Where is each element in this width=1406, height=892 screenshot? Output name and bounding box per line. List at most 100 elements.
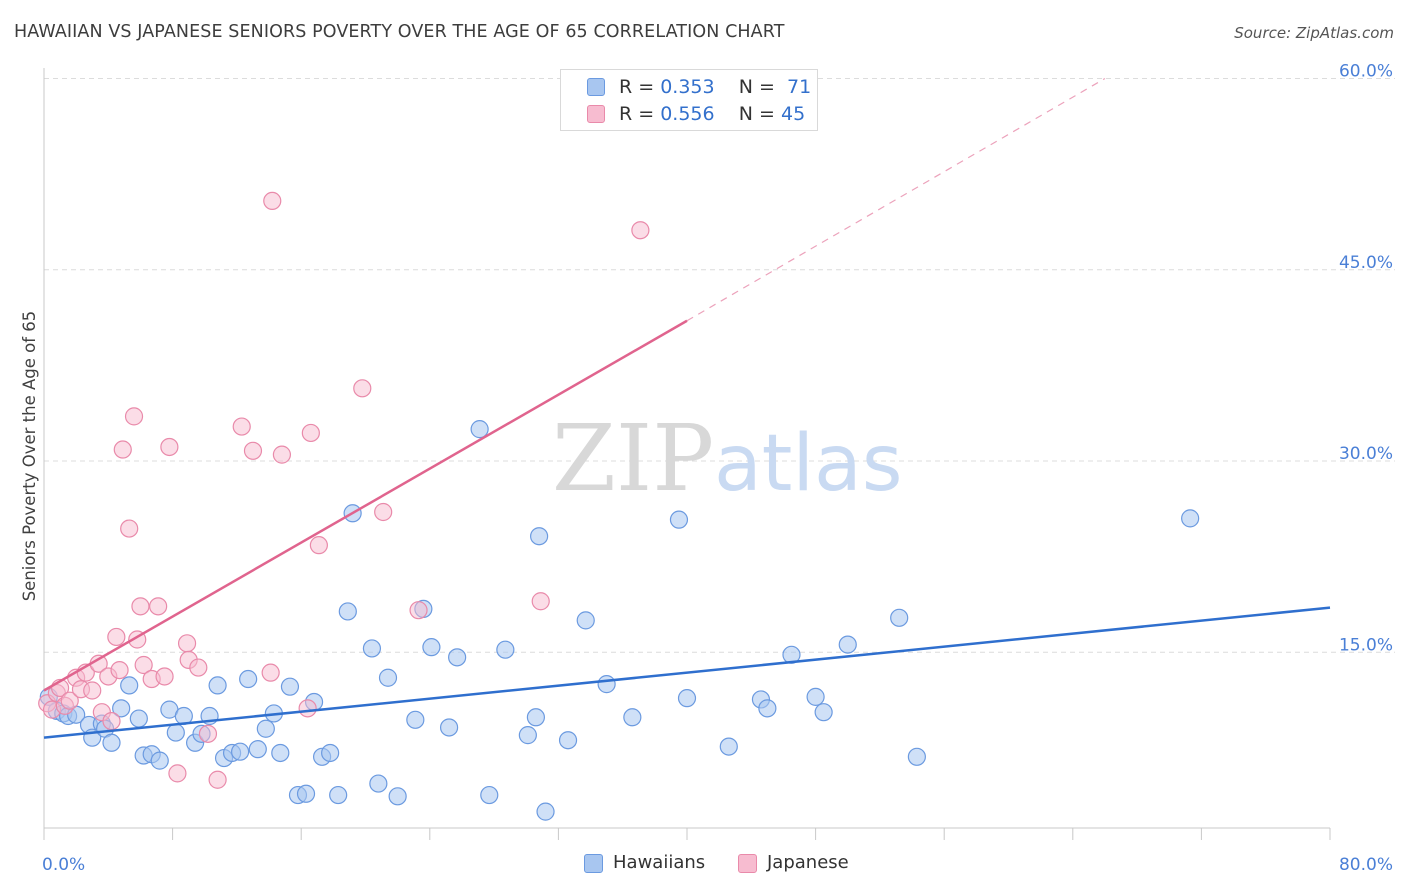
- japanese-point: [232, 417, 251, 436]
- hawaiians-point: [518, 726, 537, 745]
- hawaiians-point: [669, 510, 689, 529]
- hawaiians-n-value: 71: [787, 76, 812, 98]
- japanese-r-label: R =: [619, 103, 661, 125]
- hawaiians-swatch: [587, 78, 605, 96]
- hawaiians-point: [526, 708, 545, 727]
- hawaiians-point: [406, 710, 425, 729]
- watermark-atlas: atlas: [714, 419, 903, 509]
- hawaiians-point: [814, 703, 833, 722]
- hawaiians-point: [231, 742, 250, 761]
- hawaiians-r-value: 0.353: [660, 76, 715, 98]
- chart-title: HAWAIIAN VS JAPANESE SENIORS POVERTY OVE…: [14, 22, 785, 42]
- japanese-point: [198, 724, 218, 743]
- hawaiians-point: [530, 527, 549, 546]
- hawaiians-point: [369, 774, 388, 793]
- japanese-point: [263, 191, 282, 210]
- japanese-point: [107, 627, 126, 647]
- x-tick-label: 80.0%: [1339, 855, 1393, 875]
- japanese-legend-label: Japanese: [767, 852, 849, 873]
- japanese-trend-line: [43, 319, 688, 692]
- y-axis-label: Seniors Poverty Over the Age of 65: [20, 311, 39, 602]
- hawaiians-point: [890, 608, 909, 627]
- y-tick-label: 60.0%: [1339, 62, 1393, 82]
- grid-lines: [44, 78, 1395, 653]
- hawaiians-point: [208, 676, 227, 695]
- japanese-legend-swatch: [738, 854, 757, 873]
- source-label: Source: ZipAtlas.com: [1234, 24, 1394, 42]
- hawaiians-point: [1181, 509, 1200, 528]
- hawaiians-point: [362, 639, 382, 658]
- japanese-point: [102, 711, 121, 731]
- hawaiians-legend-swatch: [584, 854, 603, 873]
- hawaiians-point: [129, 709, 148, 728]
- hawaiians-point: [496, 640, 515, 659]
- japanese-n-value: 45: [781, 103, 806, 125]
- japanese-point: [177, 634, 197, 653]
- hawaiians-points: [39, 420, 1200, 821]
- japanese-point: [83, 681, 102, 700]
- hawaiians-point: [576, 611, 595, 630]
- hawaiians-point: [838, 635, 857, 654]
- correlation-legend: R = 0.353 N = 71 R = 0.556 N = 45: [560, 69, 818, 131]
- japanese-point: [189, 658, 208, 677]
- japanese-point: [124, 407, 144, 426]
- japanese-swatch: [587, 105, 605, 123]
- hawaiians-r-label: R =: [619, 76, 661, 98]
- japanese-point: [110, 660, 129, 680]
- hawaiians-point: [239, 669, 258, 689]
- hawaiians-n-label: N =: [738, 76, 781, 98]
- hawaiians-point: [256, 719, 275, 738]
- x-tick-label: 0.0%: [42, 855, 85, 875]
- hawaiians-point: [329, 785, 348, 805]
- japanese-point: [261, 663, 280, 682]
- hawaiians-point: [677, 689, 697, 708]
- japanese-point: [631, 221, 650, 240]
- japanese-point: [149, 597, 168, 616]
- hawaiians-point: [470, 420, 489, 439]
- japanese-trend-extension: [686, 77, 1106, 322]
- japanese-point: [168, 764, 187, 783]
- hawaiians-point: [536, 802, 555, 821]
- japanese-point: [272, 445, 292, 464]
- japanese-point: [353, 379, 372, 398]
- japanese-point: [60, 691, 79, 710]
- japanese-point: [531, 592, 550, 611]
- japanese-point: [113, 440, 132, 459]
- japanese-points: [38, 191, 650, 789]
- japanese-point: [155, 667, 174, 686]
- y-tick-label: 45.0%: [1339, 253, 1393, 273]
- japanese-point: [160, 437, 179, 457]
- hawaiians-point: [439, 718, 459, 737]
- hawaiians-point: [166, 723, 185, 742]
- japanese-point: [374, 502, 393, 522]
- japanese-point: [120, 519, 139, 538]
- hawaiians-point: [623, 708, 642, 727]
- japanese-point: [301, 423, 320, 443]
- japanese-point: [131, 597, 150, 616]
- hawaiians-point: [112, 699, 131, 718]
- hawaiians-point: [378, 668, 398, 687]
- hawaiians-point: [321, 743, 340, 763]
- hawaiians-point: [296, 784, 316, 803]
- hawaiians-point: [388, 787, 407, 806]
- hawaiians-point: [719, 737, 738, 756]
- hawaiians-point: [480, 785, 499, 805]
- hawaiians-point: [120, 676, 139, 695]
- hawaiians-point: [422, 638, 441, 657]
- japanese-point: [134, 655, 153, 675]
- hawaiians-point: [907, 747, 926, 766]
- hawaiians-point: [448, 648, 467, 667]
- japanese-point: [208, 770, 227, 789]
- hawaiians-point: [280, 677, 300, 696]
- japanese-r-value: 0.556: [660, 103, 715, 125]
- trend-lines: [43, 77, 1331, 739]
- hawaiians-point: [102, 733, 121, 752]
- watermark-zip: ZIP: [552, 405, 714, 512]
- hawaiians-point: [248, 740, 267, 759]
- hawaiians-trend-line: [43, 606, 1331, 739]
- hawaiians-legend-label: Hawaiians: [613, 852, 706, 873]
- tick-labels: 15.0% 30.0% 45.0% 60.0% 0.0% 80.0%: [42, 62, 1393, 876]
- watermark: ZIP atlas: [552, 405, 903, 512]
- hawaiians-point: [806, 687, 825, 706]
